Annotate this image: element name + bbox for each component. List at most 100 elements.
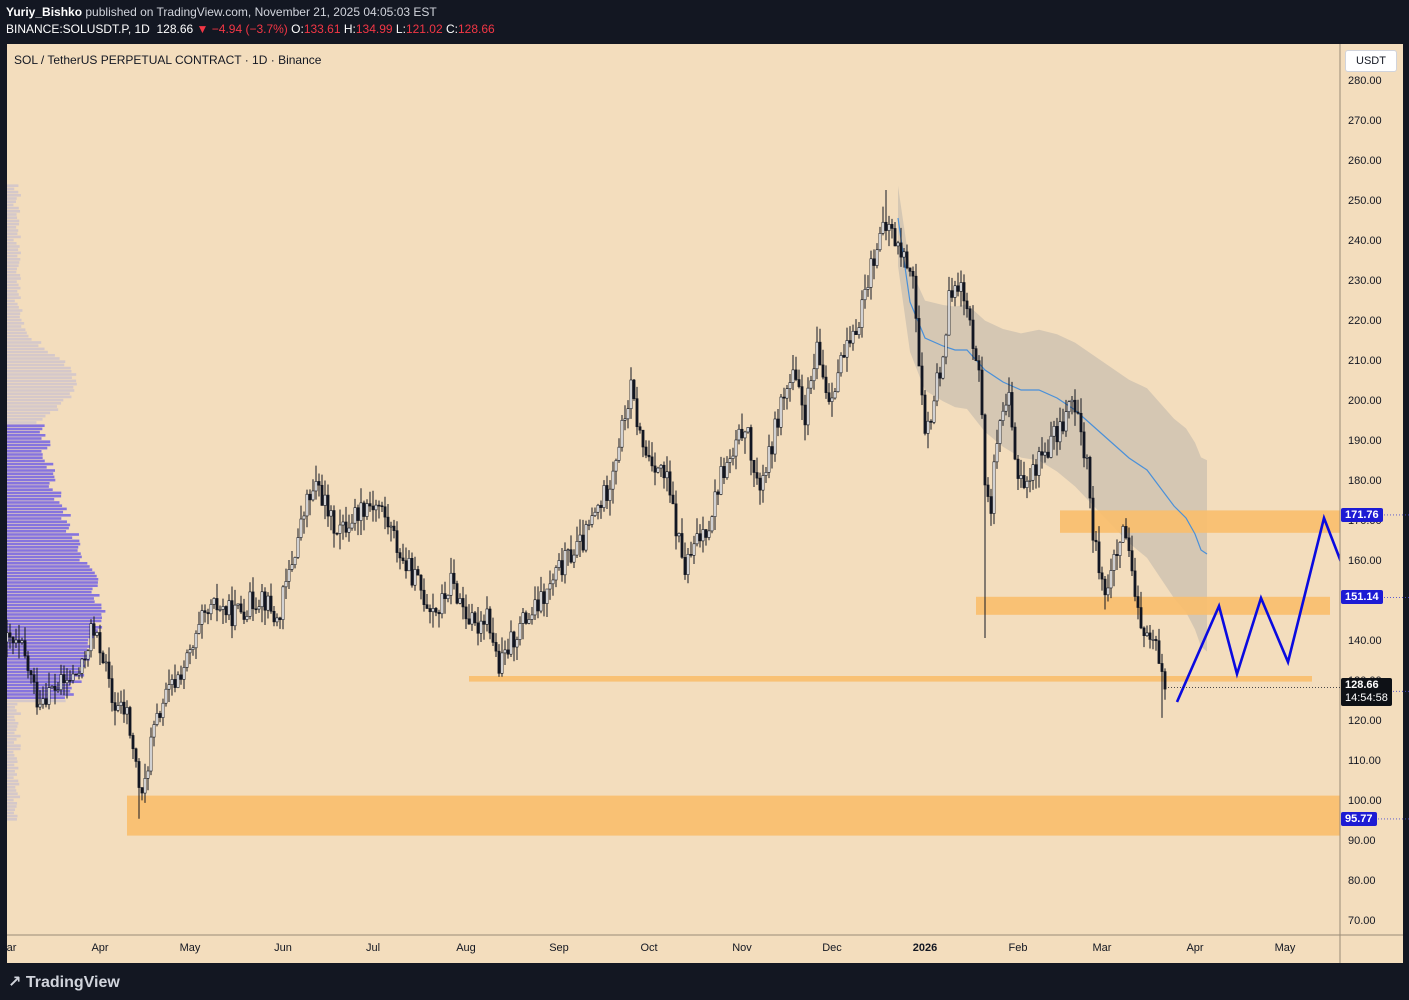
candle-body <box>677 533 681 537</box>
y-tick-label: 200.00 <box>1348 395 1382 407</box>
candle-body <box>239 603 243 613</box>
candle-body <box>254 608 258 611</box>
candle-body <box>611 470 615 490</box>
candle-body <box>368 503 372 507</box>
volume-profile-bar <box>7 472 54 475</box>
volume-profile-bar <box>7 322 25 325</box>
tradingview-logo[interactable]: ↗ TradingView <box>8 972 120 992</box>
candle-body <box>182 667 186 680</box>
candle-body <box>503 649 507 654</box>
header: Yuriy_Bishko published on TradingView.co… <box>0 0 1409 44</box>
last-price: 128.66 <box>156 22 194 36</box>
candle-body <box>389 525 393 528</box>
x-tick-label: Sep <box>549 942 569 954</box>
y-tick-label: 250.00 <box>1348 195 1382 207</box>
volume-profile-bar <box>7 405 57 408</box>
candle-body <box>980 369 984 416</box>
volume-profile-bar <box>7 430 40 434</box>
candle-body <box>719 466 723 495</box>
candle-body <box>56 689 60 692</box>
volume-profile-bar <box>7 309 23 312</box>
candle-body <box>674 503 678 537</box>
volume-profile-bar <box>7 360 66 363</box>
candle-body <box>464 606 468 620</box>
candle-body <box>224 606 228 616</box>
candle-body <box>695 533 699 545</box>
volume-profile-bar <box>7 610 106 613</box>
candle-body <box>350 522 354 529</box>
candle-body <box>23 640 27 657</box>
volume-profile-bar <box>7 424 45 427</box>
candle-body <box>881 221 885 234</box>
candle-body <box>749 427 753 461</box>
volume-profile-bar <box>7 232 18 235</box>
candle-body <box>62 674 66 684</box>
candle-body <box>827 392 831 402</box>
volume-profile-bar <box>7 741 14 744</box>
candle-body <box>653 465 657 473</box>
candle-body <box>269 595 273 612</box>
candle-body <box>596 504 600 513</box>
candle-body <box>281 586 285 620</box>
candle-body <box>617 446 621 461</box>
candle-body <box>734 439 738 457</box>
candle-body <box>476 622 480 634</box>
candle-body <box>551 579 555 585</box>
volume-profile-bar <box>7 440 51 443</box>
candle-body <box>1061 421 1065 432</box>
candle-body <box>74 673 78 676</box>
candle-body <box>443 593 447 600</box>
candle-body <box>1115 554 1119 556</box>
candle-body <box>809 380 813 389</box>
candle-body <box>401 557 405 561</box>
candle-body <box>515 639 519 648</box>
candle-body <box>113 702 117 711</box>
candle-body <box>926 420 930 434</box>
candle-body <box>377 504 381 507</box>
candle-body <box>977 360 981 371</box>
tradingview-logo-text: TradingView <box>25 974 120 991</box>
volume-profile-bar <box>7 552 81 555</box>
volume-profile-bar <box>7 485 49 488</box>
volume-profile-bar <box>7 814 18 818</box>
volume-profile-bar <box>7 789 17 792</box>
candle-body <box>242 611 246 620</box>
candle-body <box>7 632 9 643</box>
high-label: H: <box>343 22 356 36</box>
candle-body <box>602 485 606 508</box>
volume-profile-bar <box>7 690 71 693</box>
candle-body <box>116 705 120 711</box>
candle-body <box>173 679 177 688</box>
candle-body <box>1121 526 1125 543</box>
candle-body <box>590 515 594 525</box>
candle-body <box>461 598 465 608</box>
candle-body <box>1163 671 1167 690</box>
candle-body <box>128 707 132 736</box>
x-tick-label: Apr <box>1186 942 1204 954</box>
candle-body <box>422 589 426 605</box>
author-name[interactable]: Yuriy_Bishko <box>6 5 83 19</box>
candle-body <box>209 604 213 615</box>
candle-body <box>761 475 765 491</box>
volume-profile-bar <box>7 456 43 459</box>
zone-support-line <box>469 676 1312 682</box>
candle-body <box>263 591 267 611</box>
candle-body <box>1001 410 1005 421</box>
candle-body <box>482 620 486 625</box>
candle-body <box>335 532 339 535</box>
currency-button[interactable]: USDT <box>1345 50 1397 72</box>
candle-body <box>122 701 126 715</box>
candle-body <box>1088 456 1092 499</box>
candle-body <box>362 502 366 517</box>
candle-body <box>728 458 732 463</box>
volume-profile-bar <box>7 357 60 360</box>
candle-body <box>851 330 855 344</box>
candle-body <box>137 761 141 788</box>
volume-profile-bar <box>7 578 99 581</box>
candle-body <box>485 608 489 625</box>
candle-body <box>911 271 915 277</box>
y-tick-label: 190.00 <box>1348 435 1382 447</box>
volume-profile-bar <box>7 491 62 495</box>
volume-profile-bar <box>7 258 21 261</box>
